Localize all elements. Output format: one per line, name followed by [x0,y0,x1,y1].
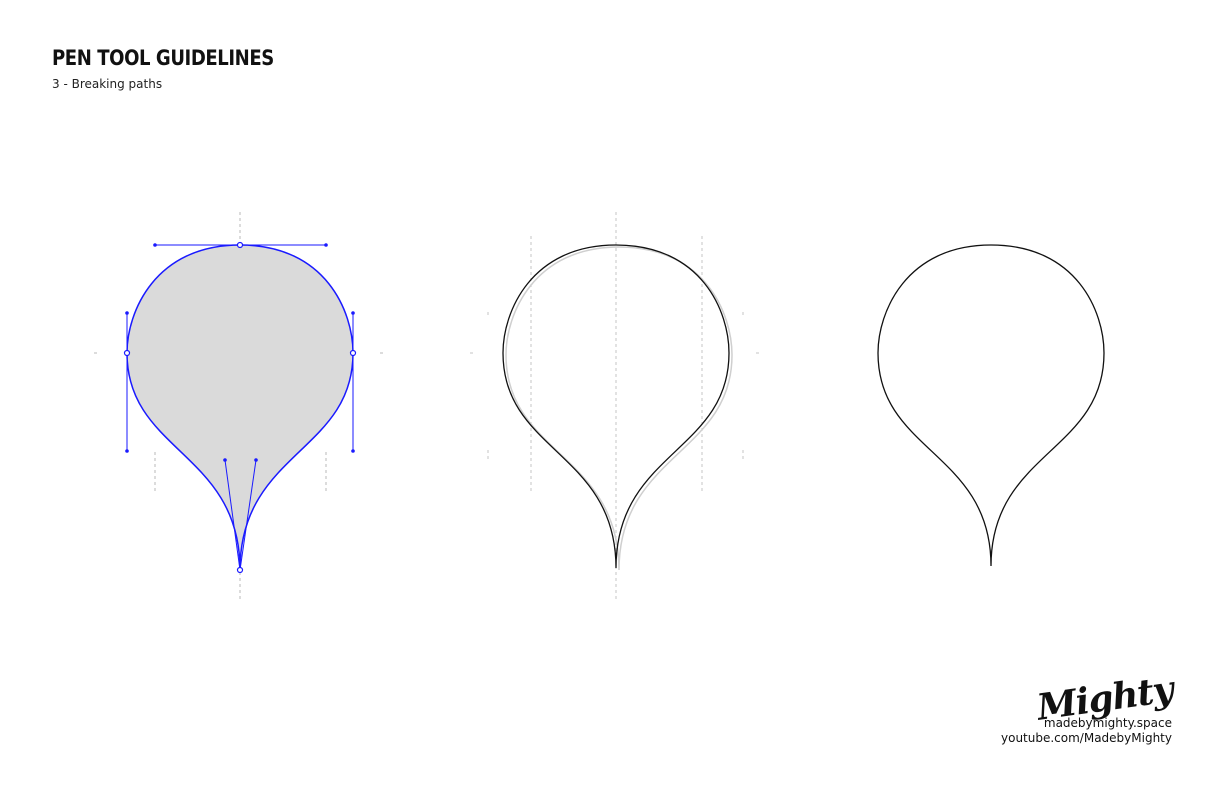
shape-outline-guides-group [470,212,762,602]
website-link[interactable]: madebymighty.space [1043,716,1172,730]
youtube-link[interactable]: youtube.com/MadebyMighty [1001,731,1172,745]
handle-point[interactable] [254,458,258,462]
handle-point[interactable] [125,449,129,453]
anchor-point-top[interactable] [236,241,244,249]
anchor-point-bottom[interactable] [236,566,244,574]
drop-shape-selected[interactable] [126,244,354,571]
handle-point[interactable] [153,243,157,247]
anchor-point-right[interactable] [349,349,357,357]
handle-points [125,243,355,462]
handle-point[interactable] [223,458,227,462]
handle-bottom-right [239,459,257,571]
shape-outline-final-group [877,244,1105,567]
handle-bottom-left [224,459,241,571]
handle-point[interactable] [351,311,355,315]
handle-point[interactable] [351,449,355,453]
drop-shape-final[interactable] [877,244,1105,567]
drop-shape-outline-shadow [505,246,733,571]
page-title: PEN TOOL GUIDELINES [52,46,274,70]
handle-point[interactable] [125,311,129,315]
anchor-points [123,241,357,574]
anchor-point-left[interactable] [123,349,131,357]
drop-shape-outline[interactable] [502,244,730,569]
shape-selected-group [94,212,386,602]
handle-point[interactable] [324,243,328,247]
footer-links: madebymighty.space youtube.com/MadebyMig… [1001,716,1172,746]
page-subtitle: 3 - Breaking paths [52,77,163,91]
